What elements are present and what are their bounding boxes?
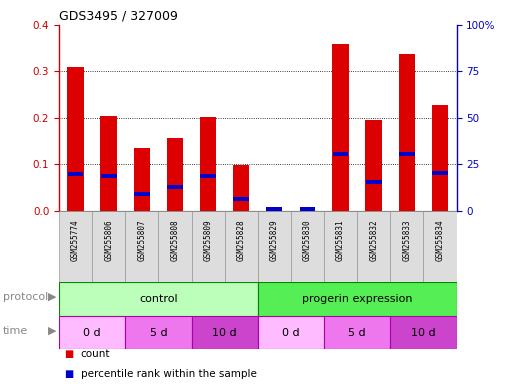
- Bar: [101, 116, 117, 211]
- Bar: [101, 174, 116, 178]
- Bar: [423, 211, 457, 282]
- Bar: [266, 207, 282, 212]
- Bar: [366, 180, 382, 184]
- Bar: [390, 316, 457, 349]
- Text: 0 d: 0 d: [282, 328, 300, 338]
- Text: GSM255774: GSM255774: [71, 219, 80, 261]
- Bar: [390, 211, 423, 282]
- Text: control: control: [139, 294, 177, 304]
- Text: GSM255828: GSM255828: [236, 219, 246, 261]
- Text: GSM255809: GSM255809: [204, 219, 212, 261]
- Bar: [291, 211, 324, 282]
- Text: GSM255830: GSM255830: [303, 219, 312, 261]
- Text: 0 d: 0 d: [83, 328, 101, 338]
- Text: 5 d: 5 d: [348, 328, 366, 338]
- Bar: [258, 316, 324, 349]
- Bar: [200, 174, 216, 178]
- Bar: [125, 211, 159, 282]
- Bar: [167, 138, 183, 211]
- Text: GSM255806: GSM255806: [104, 219, 113, 261]
- Bar: [399, 54, 415, 211]
- Bar: [133, 148, 150, 211]
- Text: ■: ■: [64, 369, 73, 379]
- Text: ▶: ▶: [48, 292, 56, 302]
- Bar: [159, 211, 191, 282]
- Text: time: time: [3, 326, 28, 336]
- Bar: [300, 207, 315, 212]
- Text: progerin expression: progerin expression: [302, 294, 412, 304]
- Text: count: count: [81, 349, 110, 359]
- Text: 5 d: 5 d: [150, 328, 167, 338]
- Text: 10 d: 10 d: [411, 328, 436, 338]
- Text: GDS3495 / 327009: GDS3495 / 327009: [59, 9, 178, 22]
- Bar: [225, 211, 258, 282]
- Bar: [59, 211, 92, 282]
- Text: percentile rank within the sample: percentile rank within the sample: [81, 369, 256, 379]
- Bar: [200, 117, 216, 211]
- Bar: [432, 170, 448, 175]
- Bar: [59, 316, 125, 349]
- Bar: [191, 316, 258, 349]
- Bar: [333, 152, 348, 156]
- Text: ■: ■: [64, 349, 73, 359]
- Text: GSM255831: GSM255831: [336, 219, 345, 261]
- Bar: [258, 282, 457, 316]
- Bar: [191, 211, 225, 282]
- Bar: [125, 316, 191, 349]
- Text: GSM255808: GSM255808: [170, 219, 180, 261]
- Bar: [68, 172, 84, 176]
- Bar: [324, 316, 390, 349]
- Text: ▶: ▶: [48, 326, 56, 336]
- Text: GSM255807: GSM255807: [137, 219, 146, 261]
- Bar: [67, 67, 84, 211]
- Bar: [399, 152, 415, 156]
- Bar: [258, 211, 291, 282]
- Bar: [432, 105, 448, 211]
- Text: GSM255833: GSM255833: [402, 219, 411, 261]
- Bar: [92, 211, 125, 282]
- Bar: [233, 197, 249, 201]
- Bar: [167, 185, 183, 189]
- Bar: [233, 165, 249, 211]
- Text: GSM255832: GSM255832: [369, 219, 378, 261]
- Text: protocol: protocol: [3, 292, 48, 302]
- Bar: [365, 120, 382, 211]
- Bar: [324, 211, 357, 282]
- Bar: [332, 45, 349, 211]
- Bar: [357, 211, 390, 282]
- Text: GSM255834: GSM255834: [436, 219, 444, 261]
- Bar: [134, 192, 150, 196]
- Text: GSM255829: GSM255829: [270, 219, 279, 261]
- Text: 10 d: 10 d: [212, 328, 237, 338]
- Bar: [59, 282, 258, 316]
